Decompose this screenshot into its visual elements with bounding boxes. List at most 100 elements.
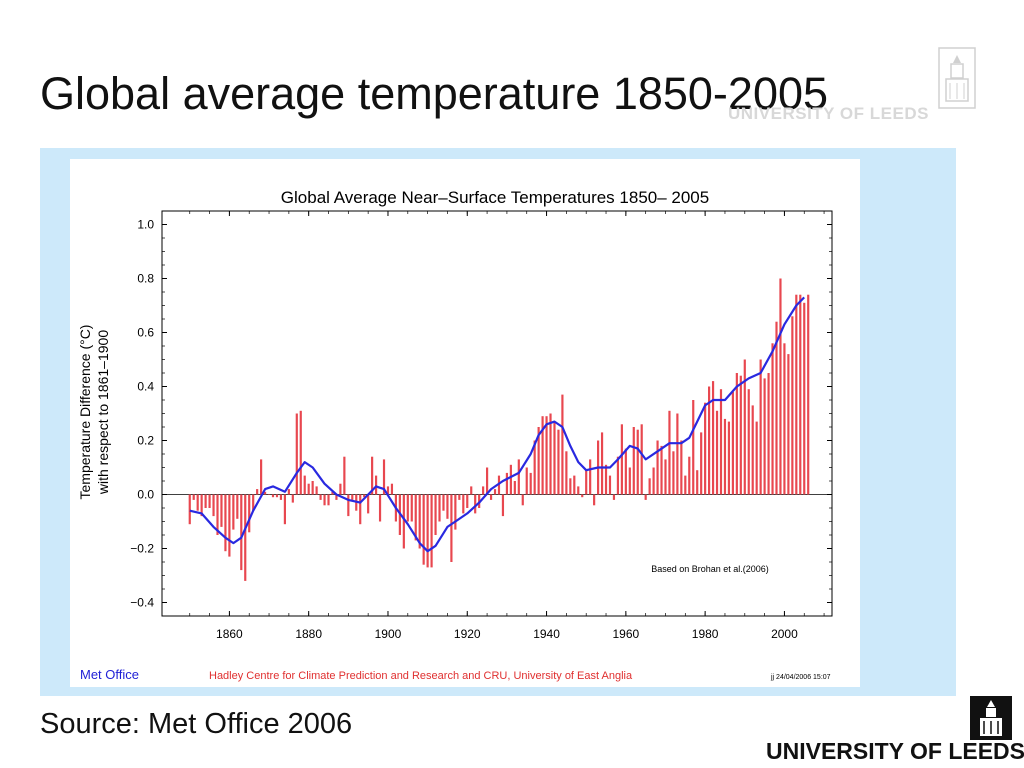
anomaly-bar: [664, 459, 667, 495]
anomaly-bar: [382, 459, 386, 495]
y-tick-label: −0.2: [130, 542, 154, 556]
anomaly-bar: [319, 494, 322, 500]
watermark-logo-text: UNIVERSITY OF LEEDS: [728, 104, 929, 123]
y-tick-label: 0.4: [137, 380, 154, 394]
chart-title: Global Average Near–Surface Temperatures…: [281, 188, 709, 207]
x-tick-label: 1960: [612, 627, 639, 641]
x-tick-label: 1920: [454, 627, 481, 641]
anomaly-bar: [700, 432, 703, 495]
anomaly-bar: [541, 416, 544, 495]
anomaly-bar: [192, 494, 195, 500]
anomaly-bar: [343, 456, 346, 495]
y-axis-label-line2: with respect to 1861–1900: [95, 330, 111, 495]
anomaly-bar: [260, 459, 263, 495]
anomaly-bar: [696, 470, 699, 495]
anomaly-bar: [363, 494, 366, 498]
anomaly-bar: [442, 494, 445, 511]
anomaly-bar: [557, 429, 560, 495]
anomaly-bar: [521, 494, 524, 506]
anomaly-bar: [775, 321, 778, 495]
anomaly-bar: [561, 394, 564, 495]
anomaly-bar: [680, 440, 683, 495]
anomaly-bar: [569, 478, 572, 495]
anomaly-bar: [791, 316, 794, 495]
anomaly-bar: [271, 494, 275, 498]
anomaly-bar: [252, 494, 255, 511]
anomaly-bar: [430, 494, 433, 568]
anomaly-bar: [731, 391, 734, 495]
anomaly-bar: [688, 456, 691, 495]
anomaly-bar: [474, 494, 477, 514]
anomaly-bar: [378, 494, 382, 522]
anomaly-bar: [644, 494, 647, 500]
anomaly-bar: [771, 343, 774, 495]
anomaly-bar: [263, 491, 267, 495]
anomaly-bar: [763, 378, 766, 495]
anomaly-bar: [727, 421, 731, 495]
university-crest-icon: [938, 47, 976, 109]
anomaly-bar: [291, 494, 294, 503]
anomaly-bar: [672, 451, 675, 495]
anomaly-bar: [418, 494, 421, 549]
anomaly-bar: [513, 481, 516, 495]
anomaly-bar: [648, 478, 651, 495]
anomaly-bar: [248, 494, 251, 533]
anomaly-bar: [640, 424, 643, 495]
x-tick-label: 1940: [533, 627, 560, 641]
anomaly-bar: [660, 445, 663, 495]
anomaly-bar: [212, 494, 215, 517]
y-axis-label-line1: Temperature Difference (°C): [77, 325, 93, 500]
anomaly-bar: [466, 494, 469, 508]
anomaly-bar: [347, 494, 350, 517]
anomaly-bar: [470, 486, 473, 495]
anomaly-bar: [200, 494, 203, 517]
anomaly-bar: [188, 494, 191, 525]
anomaly-bar: [533, 440, 536, 495]
anomaly-bar: [767, 373, 770, 495]
anomaly-bar: [438, 494, 441, 522]
anomaly-bar: [545, 416, 548, 495]
anomaly-bar: [426, 494, 429, 568]
anomaly-bar: [220, 494, 223, 527]
anomaly-bar: [704, 402, 707, 495]
y-tick-label: −0.4: [130, 596, 154, 610]
anomaly-bar: [450, 494, 453, 562]
anomaly-bar: [719, 389, 723, 495]
x-tick-label: 2000: [771, 627, 798, 641]
anomaly-bar: [410, 494, 413, 522]
anomaly-bar: [505, 472, 509, 495]
anomaly-bar: [204, 494, 207, 508]
anomaly-bar: [624, 448, 627, 495]
anomaly-bar: [323, 494, 326, 506]
x-tick-label: 1860: [216, 627, 243, 641]
anomaly-bar: [509, 464, 512, 495]
anomaly-bar: [537, 427, 540, 495]
anomaly-bar: [462, 494, 465, 514]
anomaly-bar: [359, 494, 362, 525]
anomaly-bar: [386, 486, 390, 495]
anomaly-bar: [684, 475, 687, 495]
anomaly-bar: [593, 494, 596, 506]
anomaly-bar: [608, 475, 612, 495]
anomaly-bar: [668, 410, 671, 495]
anomaly-bar: [402, 494, 405, 549]
anomaly-bar: [311, 481, 314, 495]
anomaly-bar: [715, 410, 719, 495]
source-caption: Source: Met Office 2006: [40, 708, 353, 740]
footer-met-office: Met Office: [80, 667, 139, 682]
y-tick-label: 0.8: [137, 272, 154, 286]
anomaly-bar: [628, 467, 631, 495]
anomaly-bar: [743, 359, 746, 495]
anomaly-bar: [799, 294, 802, 495]
anomaly-bar: [303, 475, 306, 495]
anomaly-bar: [208, 494, 211, 508]
anomaly-bar: [755, 421, 758, 495]
y-tick-label: 0.2: [137, 434, 154, 448]
anomaly-bar: [390, 483, 394, 495]
x-tick-label: 1880: [295, 627, 322, 641]
anomaly-bar: [529, 472, 532, 495]
anomaly-bar: [256, 489, 259, 495]
anomaly-bar: [283, 494, 286, 525]
anomaly-bar: [267, 494, 271, 495]
footer-date-stamp: jj 24/04/2006 15:07: [770, 674, 831, 681]
